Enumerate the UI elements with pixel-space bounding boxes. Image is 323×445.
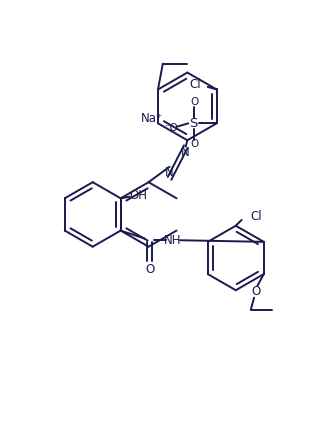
- Text: Na⁺: Na⁺: [141, 112, 163, 125]
- Text: ⁻O: ⁻O: [164, 123, 178, 133]
- Text: NH: NH: [164, 234, 182, 247]
- Text: O: O: [251, 285, 260, 298]
- Text: Cl: Cl: [189, 78, 201, 91]
- Text: OH: OH: [130, 189, 147, 202]
- Text: N: N: [181, 146, 190, 159]
- Text: S: S: [189, 117, 198, 130]
- Text: O: O: [190, 139, 198, 150]
- Text: Cl: Cl: [250, 210, 262, 222]
- Text: N: N: [165, 166, 174, 179]
- Text: O: O: [190, 97, 198, 107]
- Text: O: O: [145, 263, 154, 276]
